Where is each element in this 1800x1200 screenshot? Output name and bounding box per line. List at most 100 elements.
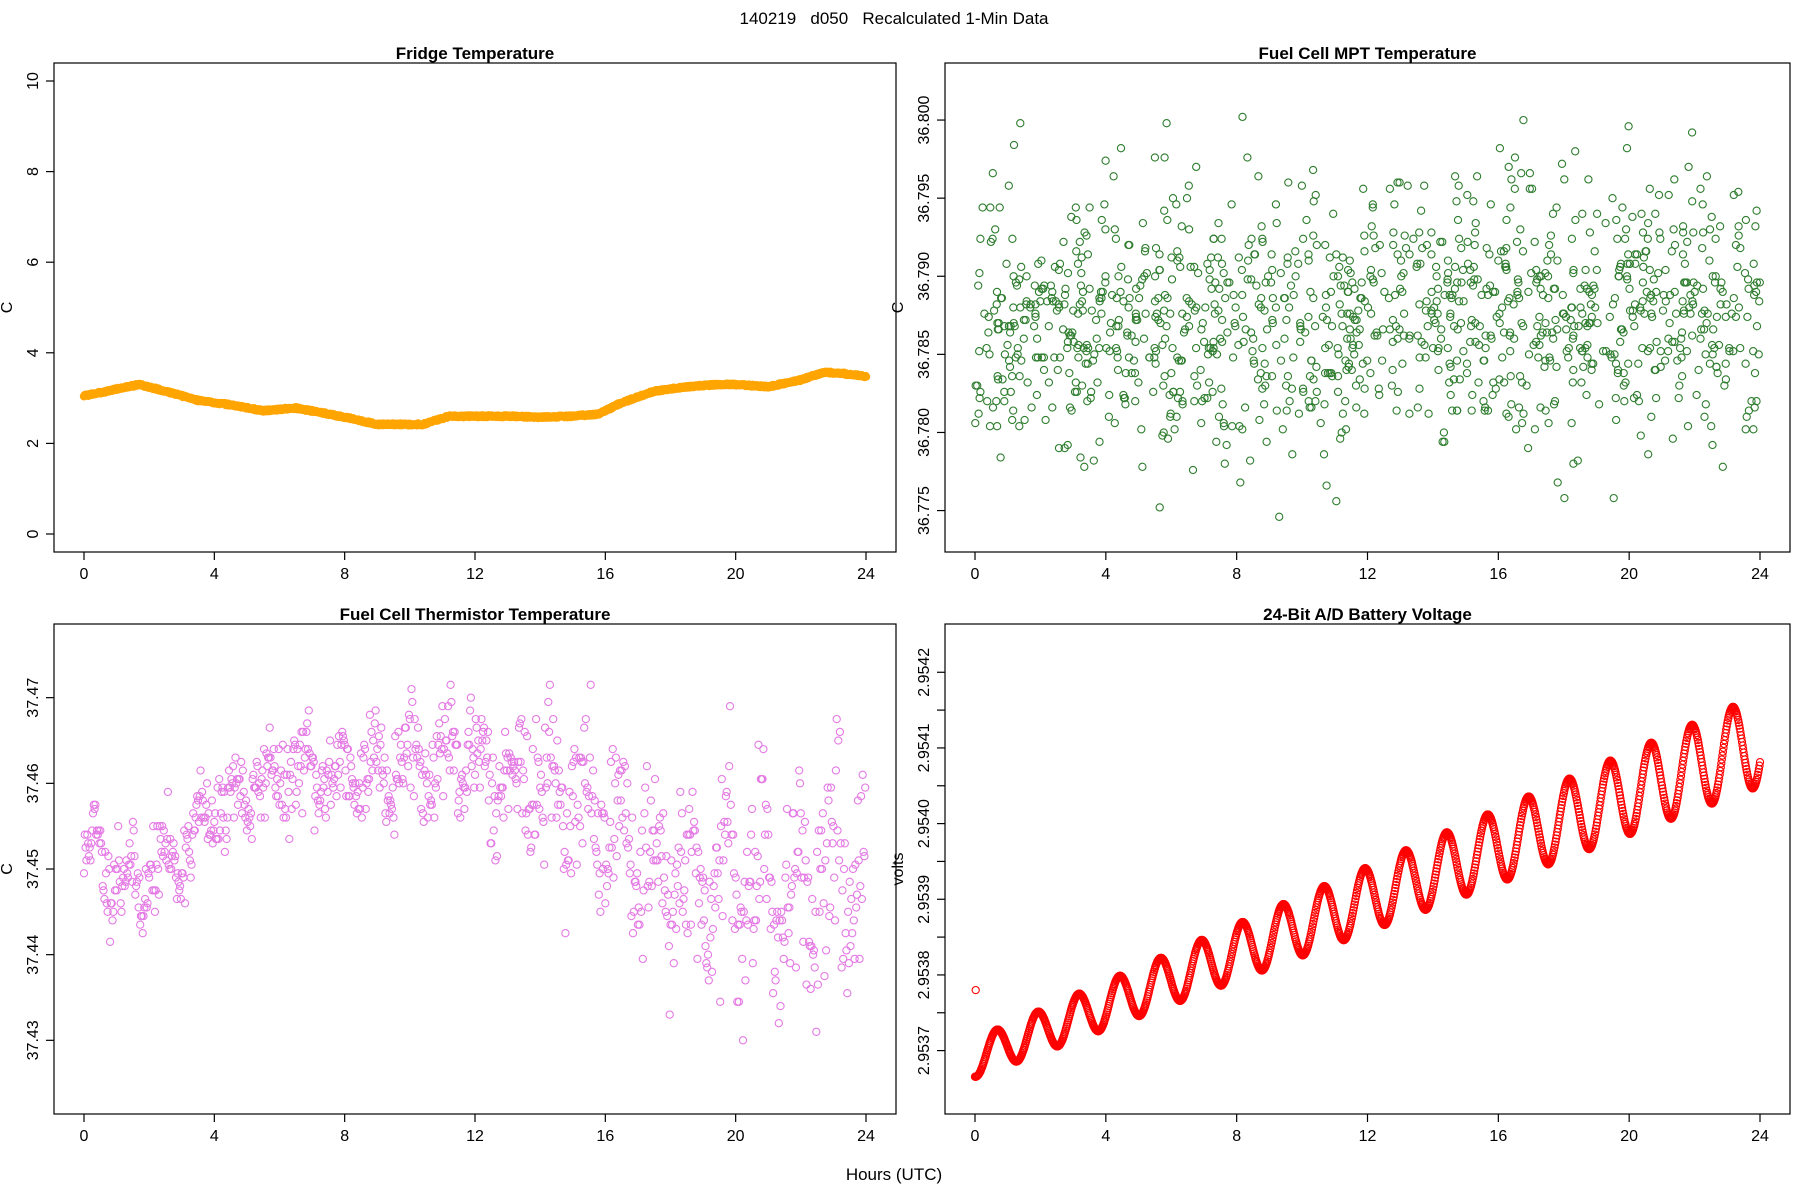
data-point bbox=[1192, 381, 1202, 390]
data-point bbox=[1502, 215, 1511, 225]
data-point bbox=[153, 864, 163, 874]
data-point bbox=[1472, 172, 1482, 181]
data-point bbox=[309, 757, 318, 767]
data-point bbox=[1009, 303, 1018, 312]
data-point bbox=[1755, 297, 1764, 306]
data-point bbox=[1006, 322, 1015, 331]
data-point bbox=[438, 702, 447, 711]
data-point bbox=[1506, 347, 1515, 356]
data-point bbox=[1519, 409, 1528, 418]
data-point bbox=[97, 847, 107, 857]
data-point bbox=[1002, 259, 1011, 268]
data-point bbox=[567, 762, 577, 771]
data-point bbox=[1427, 250, 1436, 259]
data-point bbox=[1557, 159, 1567, 168]
data-point bbox=[1468, 281, 1478, 290]
data-point bbox=[1481, 331, 1490, 340]
data-point bbox=[1168, 343, 1177, 353]
data-point bbox=[1009, 140, 1019, 150]
data-point bbox=[717, 774, 726, 784]
data-point bbox=[456, 813, 465, 822]
data-point bbox=[105, 864, 114, 874]
data-point bbox=[1405, 409, 1414, 418]
data-point bbox=[118, 873, 128, 882]
data-point bbox=[1008, 415, 1017, 425]
data-point bbox=[184, 847, 194, 857]
data-point bbox=[1247, 275, 1256, 284]
data-point bbox=[1134, 293, 1144, 303]
data-point bbox=[1720, 381, 1729, 390]
data-point bbox=[747, 804, 757, 814]
data-point bbox=[1222, 440, 1231, 450]
data-point bbox=[88, 809, 98, 818]
data-point bbox=[1030, 281, 1039, 290]
data-point bbox=[1431, 262, 1441, 272]
data-point bbox=[1131, 337, 1140, 347]
data-point bbox=[1463, 237, 1472, 247]
data-point bbox=[1670, 175, 1679, 184]
data-point bbox=[597, 800, 606, 809]
data-point bbox=[1569, 365, 1578, 375]
data-point bbox=[1160, 372, 1169, 381]
data-point bbox=[249, 770, 258, 779]
data-point bbox=[1458, 265, 1468, 275]
data-point bbox=[615, 822, 624, 831]
data-point bbox=[1613, 368, 1622, 378]
data-point bbox=[1605, 312, 1614, 322]
data-point bbox=[795, 779, 805, 788]
data-point bbox=[487, 839, 496, 848]
data-point bbox=[185, 856, 195, 865]
data-point bbox=[1610, 293, 1620, 303]
data-point bbox=[581, 714, 590, 724]
data-point bbox=[426, 796, 436, 805]
data-point bbox=[1022, 272, 1031, 281]
data-point bbox=[1332, 497, 1341, 506]
data-point bbox=[1698, 284, 1708, 293]
data-point bbox=[703, 963, 712, 972]
data-point bbox=[1131, 397, 1140, 406]
data-point bbox=[1243, 275, 1252, 284]
data-point bbox=[93, 830, 102, 839]
panel-title: 24-Bit A/D Battery Voltage bbox=[1263, 605, 1472, 624]
data-point bbox=[1585, 228, 1595, 237]
data-point bbox=[1369, 231, 1378, 240]
data-point bbox=[245, 813, 254, 822]
data-point bbox=[1090, 350, 1099, 359]
data-point bbox=[465, 706, 475, 715]
data-point bbox=[1097, 309, 1106, 318]
data-point bbox=[989, 306, 999, 315]
data-point bbox=[369, 736, 378, 745]
data-point bbox=[1337, 309, 1346, 318]
data-point bbox=[631, 877, 640, 886]
data-point bbox=[1491, 384, 1500, 393]
data-point bbox=[545, 680, 555, 689]
data-point bbox=[1360, 384, 1369, 393]
data-point bbox=[791, 963, 801, 972]
data-point bbox=[1168, 194, 1178, 203]
data-point bbox=[662, 852, 671, 861]
data-point bbox=[1063, 268, 1073, 278]
data-point bbox=[1219, 268, 1228, 278]
data-point bbox=[1302, 215, 1311, 225]
data-point bbox=[1341, 356, 1350, 365]
data-point bbox=[808, 894, 817, 904]
data-point bbox=[1081, 359, 1090, 368]
data-point bbox=[1172, 200, 1181, 209]
data-point bbox=[1398, 359, 1407, 368]
data-point bbox=[407, 684, 416, 694]
data-point bbox=[855, 954, 864, 964]
data-point bbox=[377, 766, 387, 775]
data-point bbox=[820, 971, 829, 981]
data-point bbox=[1003, 340, 1012, 350]
data-point bbox=[1283, 253, 1292, 262]
data-point bbox=[625, 869, 634, 878]
data-point bbox=[370, 719, 379, 728]
data-point bbox=[680, 886, 689, 895]
data-point bbox=[1276, 268, 1285, 278]
data-point bbox=[1679, 309, 1689, 318]
data-point bbox=[1193, 268, 1203, 278]
data-point bbox=[360, 744, 370, 754]
data-point bbox=[1578, 309, 1587, 318]
data-point bbox=[170, 856, 179, 865]
data-point bbox=[1275, 512, 1284, 521]
